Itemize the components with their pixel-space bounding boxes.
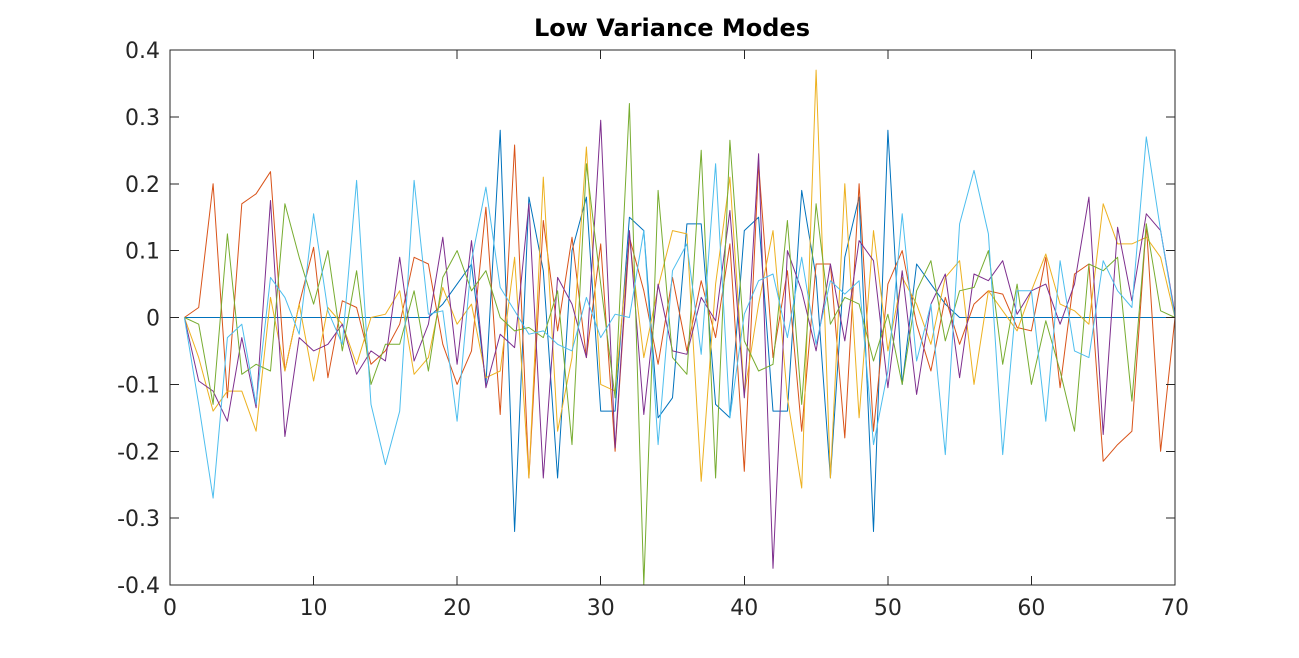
y-tick-label: 0.4 xyxy=(125,39,160,64)
x-tick-label: 0 xyxy=(163,596,177,621)
series-line-4 xyxy=(183,119,1176,569)
x-tick-label: 50 xyxy=(874,596,902,621)
x-tick-label: 60 xyxy=(1017,596,1045,621)
x-tick-label: 10 xyxy=(300,596,328,621)
x-tick-label: 70 xyxy=(1161,596,1189,621)
y-tick-label: -0.4 xyxy=(117,574,160,599)
y-tick-label: 0.3 xyxy=(125,106,160,131)
x-tick-label: 20 xyxy=(443,596,471,621)
x-tick-label: 40 xyxy=(730,596,758,621)
y-tick-label: -0.3 xyxy=(117,507,160,532)
series-line-1 xyxy=(184,129,1175,532)
y-tick-label: 0.1 xyxy=(125,240,160,265)
series-line-6 xyxy=(183,136,1176,499)
y-tick-label: 0.2 xyxy=(125,173,160,198)
series-line-2 xyxy=(184,144,1176,479)
y-axis: -0.4 -0.3 -0.2 -0.1 0 0.1 0.2 0.3 0.4 xyxy=(117,39,1175,599)
chart-title: Low Variance Modes xyxy=(534,14,810,42)
y-tick-label: -0.2 xyxy=(117,440,160,465)
y-tick-label: -0.1 xyxy=(117,373,160,398)
y-tick-label: 0 xyxy=(146,307,160,332)
x-tick-label: 30 xyxy=(587,596,615,621)
series-line-3 xyxy=(183,69,1176,489)
series-line-5 xyxy=(184,103,1176,586)
x-axis: 0 10 20 30 40 50 60 70 xyxy=(163,50,1189,621)
series-layer xyxy=(183,69,1176,586)
